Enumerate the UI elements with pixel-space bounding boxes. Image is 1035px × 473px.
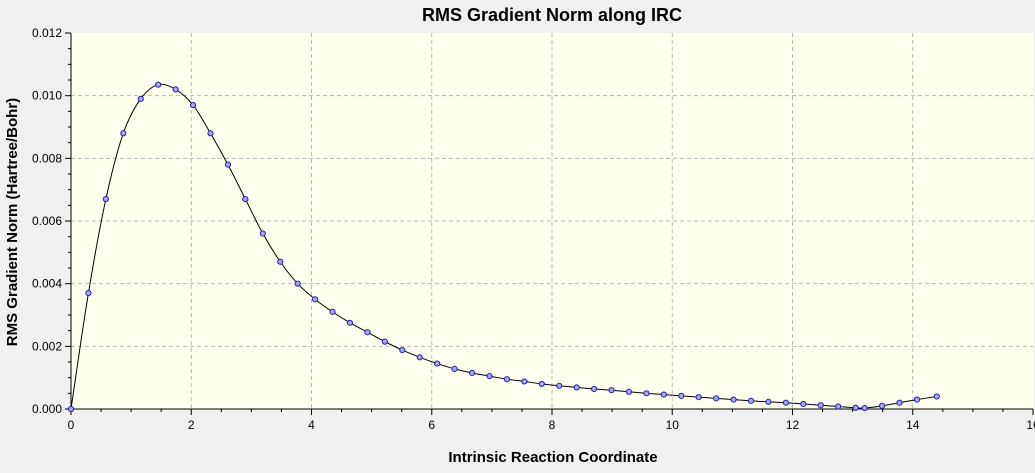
data-point: [486, 373, 493, 380]
data-point: [608, 387, 615, 394]
data-point: [207, 130, 214, 137]
data-point: [625, 388, 633, 395]
data-point: [861, 404, 868, 412]
data-point: [416, 354, 423, 361]
data-point: [695, 393, 702, 401]
data-point: [224, 161, 232, 168]
data-point: [451, 365, 458, 372]
data-point: [878, 402, 886, 409]
data-point: [521, 378, 528, 385]
data-point: [590, 385, 598, 393]
data-point: [538, 380, 545, 388]
data-point: [896, 399, 903, 406]
chart-title: RMS Gradient Norm along IRC: [422, 5, 682, 25]
ticks-layer: 0 2 4 6 8 10 12 14 16 0.000 0.002 0.004 0.006 0.008 0.…: [32, 26, 1035, 432]
data-point: [294, 280, 301, 287]
data-point: [329, 308, 336, 315]
data-point: [933, 393, 940, 400]
data-point: [747, 397, 755, 404]
data-point: [381, 338, 388, 345]
x-tick-label: 8: [549, 418, 556, 432]
x-tick-label: 2: [188, 418, 195, 432]
data-point: [765, 398, 772, 405]
data-point: [852, 404, 859, 411]
x-tick-label: 12: [786, 418, 800, 432]
data-point: [730, 396, 737, 403]
x-tick-label: 0: [68, 418, 75, 432]
y-tick-label: 0.010: [32, 89, 62, 103]
data-point: [312, 296, 319, 303]
data-point: [573, 384, 580, 391]
series-layer: [67, 81, 940, 413]
data-point: [137, 95, 144, 102]
data-point: [277, 258, 284, 265]
y-tick-label: 0.004: [32, 277, 62, 291]
data-point: [800, 400, 807, 408]
y-tick-label: 0.012: [32, 26, 62, 40]
y-tick-label: 0.000: [32, 402, 62, 416]
x-tick-label: 14: [906, 418, 920, 432]
data-point: [346, 319, 354, 326]
x-tick-label: 4: [308, 418, 315, 432]
y-tick-label: 0.008: [32, 151, 62, 165]
y-axis-label: RMS Gradient Norm (Hartree/Bohr): [4, 98, 21, 346]
y-tick-label: 0.002: [32, 339, 62, 353]
data-point: [835, 403, 842, 410]
data-point: [782, 399, 789, 406]
data-point: [556, 382, 563, 389]
data-point: [399, 346, 406, 354]
x-tick-label: 10: [666, 418, 680, 432]
data-point: [85, 289, 92, 297]
data-point: [242, 195, 249, 203]
data-point: [817, 402, 824, 409]
grid-layer: [71, 33, 1033, 409]
x-tick-label: 6: [428, 418, 435, 432]
data-point: [259, 230, 266, 237]
data-point: [503, 376, 511, 383]
data-point: [678, 392, 685, 399]
data-point: [364, 329, 371, 336]
y-tick-label: 0.006: [32, 214, 62, 228]
data-point: [155, 81, 162, 88]
data-point: [660, 391, 667, 398]
data-point: [172, 86, 179, 93]
data-point: [643, 390, 650, 397]
data-point: [102, 195, 109, 203]
data-point: [713, 395, 720, 402]
data-point: [434, 360, 441, 367]
data-point: [189, 101, 197, 109]
data-point: [913, 396, 921, 403]
data-point: [67, 405, 75, 413]
x-tick-label: 16: [1026, 418, 1035, 432]
data-point: [120, 130, 127, 137]
data-point: [468, 369, 476, 377]
x-axis-label: Intrinsic Reaction Coordinate: [448, 449, 657, 466]
